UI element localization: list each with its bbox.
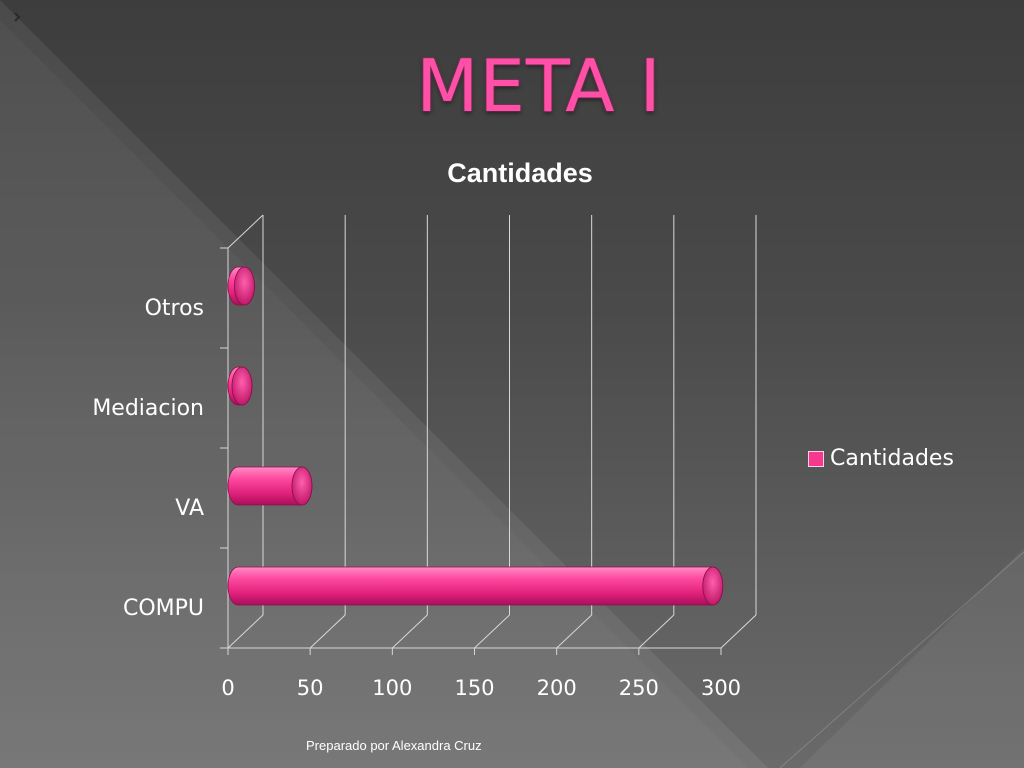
x-tick-label: 250 [618, 676, 659, 700]
x-tick-label: 0 [221, 676, 235, 700]
bar-body [227, 566, 724, 606]
category-label: Mediacion [92, 396, 204, 421]
legend-swatch [808, 450, 824, 467]
x-tick-label: 100 [372, 676, 413, 700]
legend: Cantidades [808, 446, 954, 471]
category-label: VA [175, 496, 204, 521]
bar-cap [231, 366, 253, 406]
slide-title: META I [416, 44, 662, 128]
floor-gridline [391, 614, 428, 649]
x-tick-label: 50 [296, 676, 324, 700]
footer-credit: Preparado por Alexandra Cruz [306, 738, 482, 753]
bar [227, 466, 313, 506]
x-tick-label: 200 [536, 676, 577, 700]
x-tick-label: 300 [700, 676, 742, 700]
floor-gridline [309, 614, 346, 649]
floor-gridline [638, 614, 675, 649]
chart-title: Cantidades [447, 158, 593, 188]
floor-gridline [720, 614, 757, 649]
bar-cap [234, 266, 255, 306]
floor-gridline [556, 614, 593, 649]
floor-gridline [227, 614, 264, 649]
legend-label: Cantidades [830, 446, 954, 471]
floor-gridline [474, 614, 510, 649]
bar [227, 366, 253, 406]
bar-cap [702, 566, 724, 606]
left-wall-top-edge [227, 214, 264, 249]
category-label: COMPU [122, 596, 204, 621]
bar [227, 266, 255, 306]
x-tick-label: 150 [454, 676, 495, 700]
bar [227, 566, 724, 606]
category-label: Otros [144, 296, 204, 321]
bar-cap [291, 466, 313, 506]
bullet-arrow-icon [14, 12, 21, 22]
